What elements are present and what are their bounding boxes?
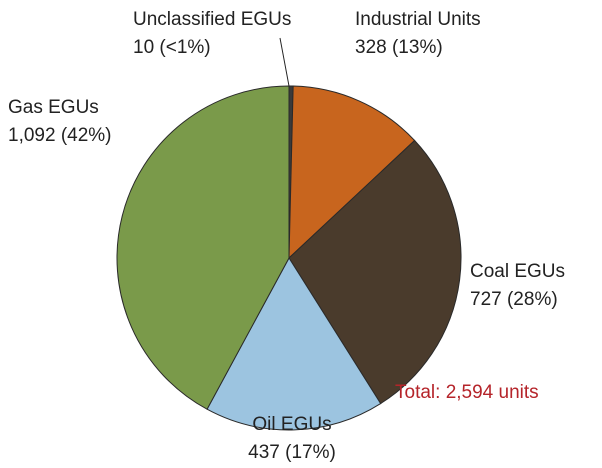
slice-label: Coal EGUs <box>470 261 565 282</box>
slice-label: Oil EGUs <box>252 414 331 435</box>
slice-value-label: 727 (28%) <box>470 289 558 310</box>
leader-line <box>280 38 289 86</box>
slice-value-label: 1,092 (42%) <box>8 125 112 146</box>
slice-label: Unclassified EGUs <box>133 9 291 30</box>
slice-value-label: 437 (17%) <box>248 442 336 463</box>
slice-value-label: 10 (<1%) <box>133 37 211 58</box>
total-label: Total: 2,594 units <box>395 382 539 403</box>
chart: Unclassified EGUs 10 (<1%) Industrial Unit… <box>0 0 602 468</box>
slice-label: Gas EGUs <box>8 97 99 118</box>
slice-label: Industrial Units <box>355 9 481 30</box>
slice-value-label: 328 (13%) <box>355 37 443 58</box>
